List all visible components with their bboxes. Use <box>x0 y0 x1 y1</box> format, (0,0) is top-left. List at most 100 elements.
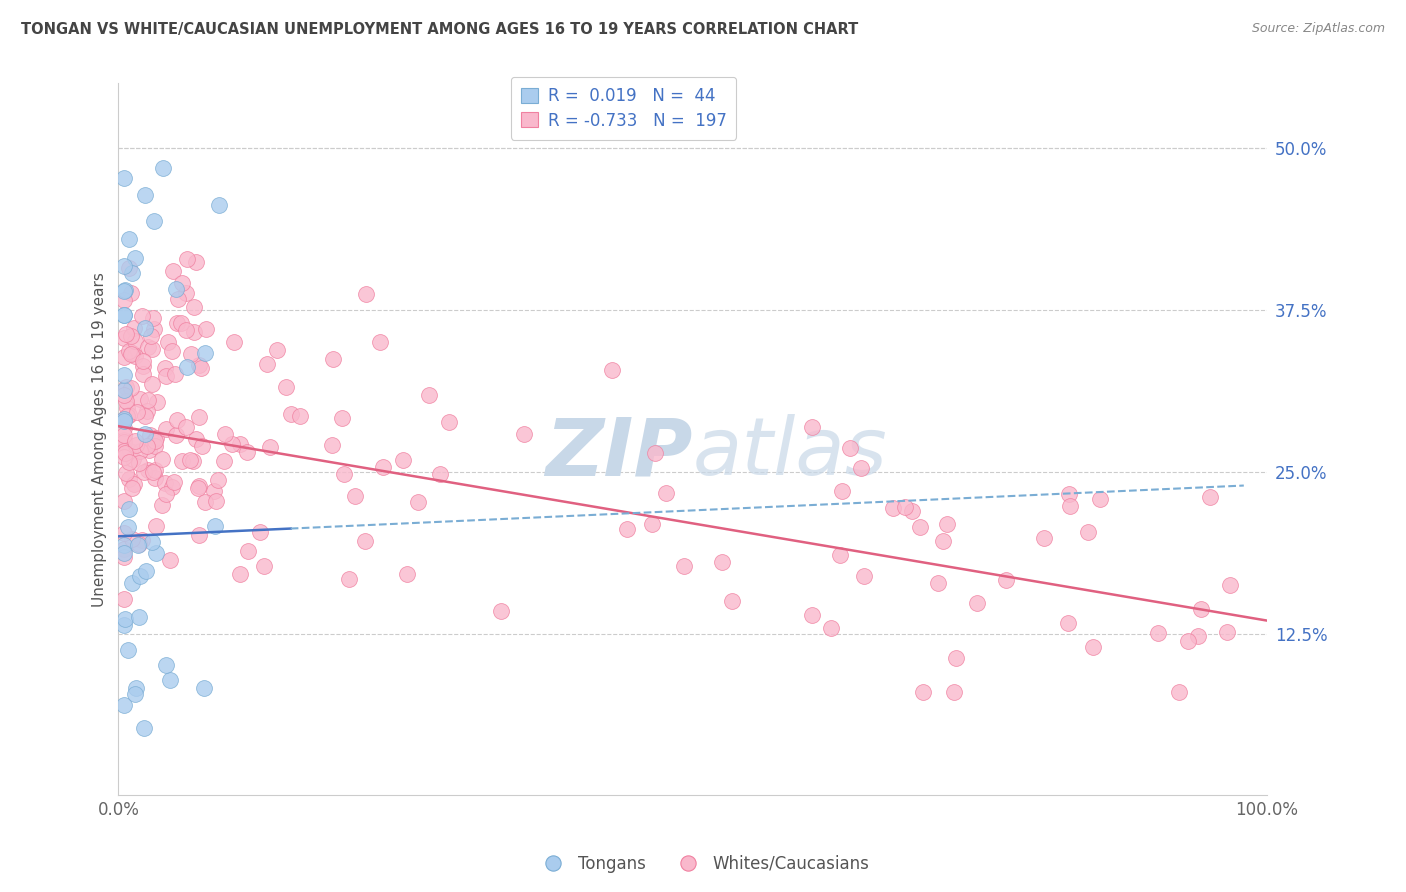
Point <box>128 456 150 470</box>
Point <box>174 285 197 300</box>
Point <box>121 451 143 466</box>
Point <box>162 263 184 277</box>
Point <box>942 685 965 699</box>
Point <box>176 419 198 434</box>
Point <box>155 361 177 376</box>
Point <box>134 721 156 735</box>
Point <box>125 405 148 419</box>
Text: atlas: atlas <box>693 415 887 492</box>
Point <box>214 426 236 441</box>
Point <box>141 376 163 391</box>
Point <box>437 415 460 429</box>
Point <box>112 414 135 428</box>
Y-axis label: Unemployment Among Ages 16 to 19 years: Unemployment Among Ages 16 to 19 years <box>93 272 107 607</box>
Text: TONGAN VS WHITE/CAUCASIAN UNEMPLOYMENT AMONG AGES 16 TO 19 YEARS CORRELATION CHA: TONGAN VS WHITE/CAUCASIAN UNEMPLOYMENT A… <box>21 22 858 37</box>
Point <box>155 657 177 672</box>
Point <box>114 446 136 460</box>
Point <box>118 472 141 486</box>
Point <box>253 559 276 574</box>
Point <box>155 368 177 383</box>
Point <box>112 526 135 541</box>
Point <box>118 261 141 276</box>
Legend: R =  0.019   N =  44, R = -0.733   N =  197: R = 0.019 N = 44, R = -0.733 N = 197 <box>510 77 737 139</box>
Point <box>162 480 184 494</box>
Point <box>112 308 135 322</box>
Point <box>136 404 159 418</box>
Point <box>131 533 153 547</box>
Point <box>212 454 235 468</box>
Point <box>112 351 135 365</box>
Point <box>831 483 853 498</box>
Point <box>187 481 209 495</box>
Point <box>290 409 312 424</box>
Point <box>118 408 141 422</box>
Point <box>1187 629 1209 643</box>
Point <box>166 413 188 427</box>
Point <box>112 308 135 322</box>
Point <box>112 618 135 632</box>
Point <box>229 437 252 451</box>
Point <box>112 330 135 344</box>
Point <box>134 465 156 479</box>
Point <box>195 322 218 336</box>
Point <box>142 466 165 480</box>
Point <box>321 438 343 452</box>
Point <box>839 442 862 456</box>
Point <box>354 287 377 301</box>
Point <box>337 572 360 586</box>
Point <box>354 533 377 548</box>
Point <box>222 334 245 349</box>
Point <box>600 363 623 377</box>
Point <box>118 454 141 468</box>
Point <box>124 688 146 702</box>
Point <box>194 494 217 508</box>
Text: ZIP: ZIP <box>546 415 693 492</box>
Point <box>112 170 135 185</box>
Point <box>124 334 146 348</box>
Point <box>801 607 824 622</box>
Point <box>259 440 281 454</box>
Point <box>136 463 159 477</box>
Point <box>131 309 153 323</box>
Point <box>170 454 193 468</box>
Point <box>118 443 141 458</box>
Point <box>330 410 353 425</box>
Point <box>112 592 135 607</box>
Point <box>1056 616 1078 631</box>
Point <box>128 610 150 624</box>
Point <box>143 463 166 477</box>
Point <box>163 368 186 382</box>
Point <box>266 343 288 358</box>
Point <box>143 439 166 453</box>
Point <box>429 467 451 481</box>
Point <box>112 368 135 383</box>
Point <box>115 466 138 480</box>
Point <box>124 438 146 452</box>
Point <box>112 383 135 397</box>
Point <box>112 434 135 448</box>
Point <box>202 483 225 498</box>
Point <box>114 612 136 626</box>
Point <box>124 251 146 265</box>
Point <box>112 538 135 552</box>
Point <box>395 566 418 581</box>
Point <box>129 392 152 406</box>
Point <box>120 347 142 361</box>
Point <box>229 566 252 581</box>
Point <box>1059 499 1081 513</box>
Point <box>134 427 156 442</box>
Point <box>188 358 211 372</box>
Point <box>249 525 271 540</box>
Point <box>1191 602 1213 616</box>
Point <box>900 504 922 518</box>
Point <box>157 334 180 349</box>
Legend: Tongans, Whites/Caucasians: Tongans, Whites/Caucasians <box>530 848 876 880</box>
Point <box>820 621 842 635</box>
Point <box>114 380 136 394</box>
Point <box>112 550 135 565</box>
Point <box>371 459 394 474</box>
Point <box>208 198 231 212</box>
Point <box>118 344 141 359</box>
Point <box>1077 525 1099 540</box>
Point <box>112 435 135 450</box>
